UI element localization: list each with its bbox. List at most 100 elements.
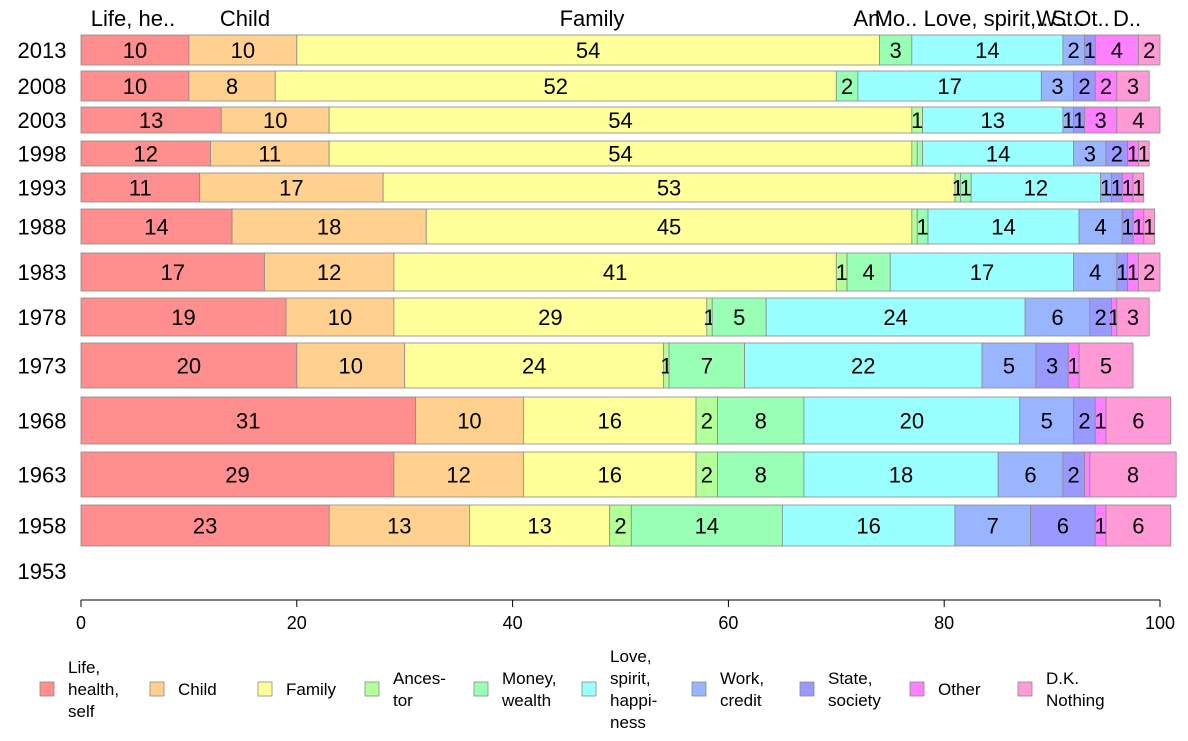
data-label: 54 <box>608 142 632 167</box>
year-label: 1993 <box>18 176 67 201</box>
bar-segment <box>803 451 999 498</box>
data-label: 24 <box>883 305 907 330</box>
data-label: 8 <box>226 74 238 99</box>
data-label: 1 <box>1100 176 1112 201</box>
bar-segment <box>744 342 983 389</box>
bar-segment <box>80 252 265 292</box>
data-label: 1 <box>960 176 972 201</box>
bar-segment <box>188 34 298 66</box>
legend-swatch <box>1017 681 1033 697</box>
data-label: 45 <box>657 215 681 240</box>
data-label: 4 <box>1095 215 1107 240</box>
data-label: 29 <box>225 463 249 488</box>
data-label: 1 <box>1127 142 1139 167</box>
bar-segment <box>927 208 1080 245</box>
data-label: 10 <box>328 305 352 330</box>
year-label: 1988 <box>18 215 67 240</box>
bar-segment <box>1138 140 1150 167</box>
bar-segment <box>857 70 1042 102</box>
top-label: Child <box>220 6 270 31</box>
year-label: 1953 <box>18 559 67 584</box>
bar-segment <box>922 106 1064 134</box>
data-label: 8 <box>1127 463 1139 488</box>
data-label: 17 <box>160 260 184 285</box>
top-label: Ot.. <box>1074 6 1109 31</box>
data-label: 20 <box>177 354 201 379</box>
x-tick-label: 40 <box>503 613 523 633</box>
data-label: 6 <box>1057 514 1069 539</box>
bar-segment <box>1138 34 1161 66</box>
data-label: 1 <box>1073 108 1085 133</box>
bar-segment <box>1132 172 1145 203</box>
data-label: 16 <box>597 409 621 434</box>
data-label: 19 <box>171 305 195 330</box>
data-label: 11 <box>258 142 281 167</box>
bar-segment <box>911 34 1064 66</box>
legend-label: Other <box>938 680 981 699</box>
bar-segment <box>803 396 1021 445</box>
data-label: 17 <box>937 74 961 99</box>
bar-segment <box>522 451 697 498</box>
data-label: 1 <box>1143 215 1155 240</box>
data-label: 7 <box>701 354 713 379</box>
data-label: 5 <box>733 305 745 330</box>
year-label: 1978 <box>18 305 67 330</box>
data-label: 1 <box>1095 409 1107 434</box>
bar-segment <box>879 34 913 66</box>
data-label: 5 <box>1041 409 1053 434</box>
top-label: W.. <box>1036 6 1068 31</box>
data-label: 2 <box>1078 74 1090 99</box>
data-label: 3 <box>1046 354 1058 379</box>
bar-segment <box>717 396 805 445</box>
data-label: 10 <box>123 38 147 63</box>
bar-segment <box>522 396 697 445</box>
data-label: 11 <box>129 176 152 201</box>
bar-segment <box>711 297 767 337</box>
data-label: 10 <box>231 38 255 63</box>
data-label: 52 <box>544 74 568 99</box>
data-label: 41 <box>603 260 627 285</box>
data-label: 14 <box>975 38 999 63</box>
data-label: 12 <box>317 260 341 285</box>
data-label: 2 <box>1100 74 1112 99</box>
bar-segment <box>781 504 956 547</box>
data-label: 54 <box>576 38 600 63</box>
data-label: 10 <box>457 409 481 434</box>
year-label: 2013 <box>18 38 67 63</box>
data-label: 3 <box>1127 74 1139 99</box>
data-label: 10 <box>123 74 147 99</box>
data-label: 2 <box>1095 305 1107 330</box>
bar-segment <box>382 172 956 203</box>
bar-segment <box>1138 252 1161 292</box>
data-label: 12 <box>446 463 470 488</box>
bar-segment <box>1040 70 1075 102</box>
legend-label: credit <box>720 691 762 710</box>
data-label: 4 <box>1089 260 1101 285</box>
data-label: 8 <box>755 409 767 434</box>
bar-segment <box>80 297 287 337</box>
data-label: 1 <box>916 215 928 240</box>
data-label: 1 <box>1068 354 1080 379</box>
data-label: 7 <box>987 514 999 539</box>
bar-segment <box>1078 342 1134 389</box>
year-label: 2008 <box>18 74 67 99</box>
data-label: 1 <box>836 260 848 285</box>
bar-segment <box>1078 208 1123 245</box>
data-label: 13 <box>139 108 163 133</box>
data-label: 2 <box>841 74 853 99</box>
bar-segment <box>80 342 298 389</box>
data-label: 54 <box>608 108 632 133</box>
data-label: 1 <box>911 108 923 133</box>
year-label: 2003 <box>18 108 67 133</box>
top-label: Love, spirit,.. <box>924 6 1049 31</box>
data-label: 18 <box>317 215 341 240</box>
legend-label: Family <box>286 680 337 699</box>
data-label: 3 <box>1084 142 1096 167</box>
x-tick-label: 80 <box>934 613 954 633</box>
legend-label: Love, <box>610 647 652 666</box>
data-label: 12 <box>1024 176 1048 201</box>
bar-segment <box>210 140 330 167</box>
data-label: 5 <box>1100 354 1112 379</box>
